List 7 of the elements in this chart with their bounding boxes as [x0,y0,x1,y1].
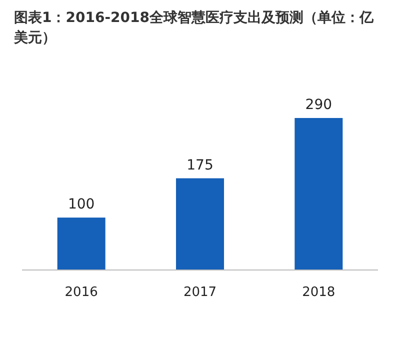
chart-title: 图表1：2016-2018全球智慧医疗支出及预测（单位：亿美元） [14,9,374,48]
x-tick-label: 2017 [183,285,217,300]
data-label: 290 [305,97,332,113]
data-label: 175 [186,157,214,174]
data-label: 100 [68,196,95,213]
x-tick-label: 2016 [64,285,98,300]
x-tick-label: 2018 [302,285,336,300]
